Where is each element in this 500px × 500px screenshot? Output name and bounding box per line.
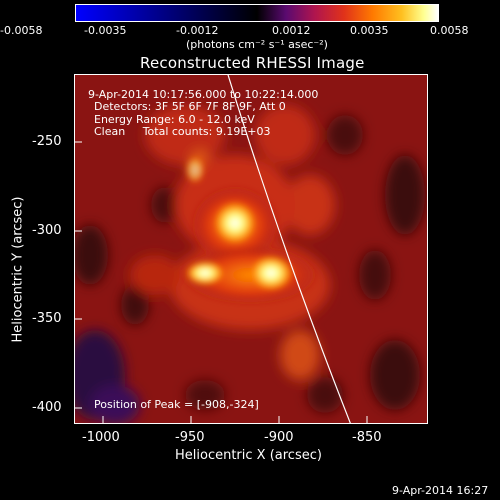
annotation-energy: Energy Range: 6.0 - 12.0 keV (94, 113, 255, 126)
annotation-time-range: 9-Apr-2014 10:17:56.000 to 10:22:14.000 (88, 88, 319, 101)
y-tick-label: -350 (32, 311, 62, 326)
y-tick-label: -250 (32, 134, 62, 149)
colorbar-tick: 0.0035 (350, 24, 389, 37)
rhessi-image (74, 74, 428, 424)
x-axis-title: Heliocentric X (arcsec) (175, 448, 322, 463)
colorbar (75, 4, 439, 22)
annotation-peak: Position of Peak = [-908,-324] (94, 398, 259, 411)
colorbar-tick: -0.0035 (84, 24, 127, 37)
annotation-clean: Clean Total counts: 9.19E+03 (94, 125, 271, 138)
footer-timestamp: 9-Apr-2014 16:27 (392, 484, 489, 497)
image-canvas (75, 75, 427, 423)
annotation-detectors: Detectors: 3F 5F 6F 7F 8F 9F, Att 0 (94, 100, 286, 113)
colorbar-tick: -0.0058 (0, 24, 43, 37)
colorbar-tick: 0.0012 (272, 24, 311, 37)
colorbar-tick: -0.0012 (176, 24, 219, 37)
y-tick-label: -400 (32, 400, 62, 415)
x-tick-label: -950 (175, 430, 205, 445)
colorbar-tick: 0.0058 (430, 24, 469, 37)
colorbar-unit-label: (photons cm⁻² s⁻¹ asec⁻²) (186, 38, 328, 51)
x-tick-label: -900 (264, 430, 294, 445)
x-tick-label: -1000 (82, 430, 120, 445)
y-tick-label: -300 (32, 223, 62, 238)
solar-limb (227, 75, 351, 423)
plot-title: Reconstructed RHESSI Image (140, 54, 365, 72)
y-axis-title: Heliocentric Y (arcsec) (10, 196, 26, 343)
x-tick-label: -850 (352, 430, 382, 445)
